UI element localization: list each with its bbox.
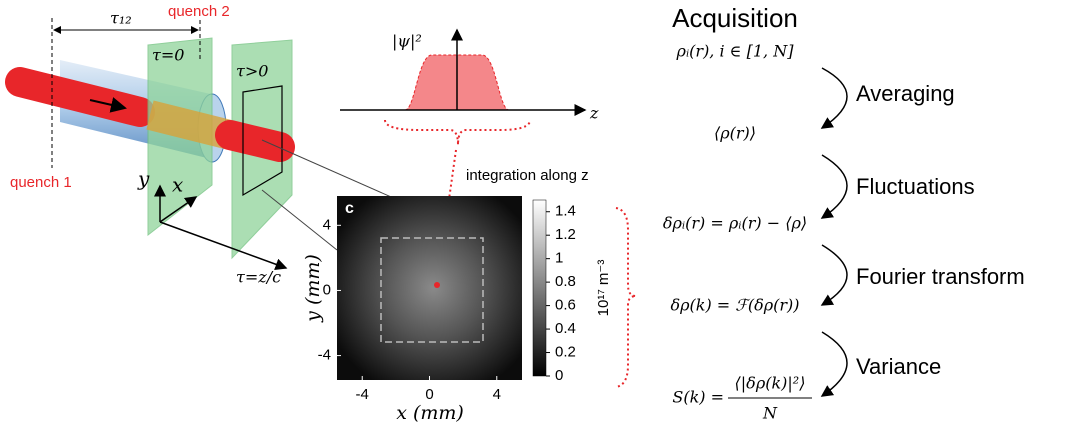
quench-2-label: quench 2: [168, 3, 230, 20]
y-tick-label: -4: [318, 347, 331, 364]
image-panel: [337, 196, 636, 387]
colorbar-tick-label: 1.4: [555, 203, 576, 220]
colorbar-tick-label: 1: [555, 250, 563, 267]
variance-denominator: N: [762, 404, 778, 423]
quench-1-label: quench 1: [10, 174, 72, 191]
plane-1-label: τ=0: [152, 46, 184, 65]
x-tick-label: 0: [425, 386, 433, 403]
colorbar-tick-label: 0.8: [555, 273, 576, 290]
colorbar-tick-label: 0: [555, 367, 563, 384]
axis-y-label: y: [137, 167, 150, 191]
y-axis-label: y (mm): [302, 254, 324, 323]
axis-x-label: x: [172, 173, 183, 197]
stage-label: Variance: [856, 354, 941, 379]
panel-label: c: [345, 200, 354, 217]
variance-numerator: ⟨|δρ(k)|²⟩: [735, 374, 806, 393]
integration-annotation: integration along z: [466, 167, 589, 184]
figure: quench 2 τ₁₂ τ=0 τ>0 quench 1 y x τ=z/c …: [0, 0, 1071, 429]
y-tick-label: 0: [323, 281, 331, 298]
delay-label: τ₁₂: [110, 9, 132, 28]
expression: δρᵢ(r) = ρᵢ(r) − ⟨ρ⟩: [663, 214, 807, 233]
x-axis-label: x (mm): [396, 402, 464, 424]
colorbar-tick-label: 0.4: [555, 320, 576, 337]
pipeline-arrows: [728, 68, 847, 398]
pipeline-title: Acquisition: [672, 3, 798, 33]
colorbar-tick-label: 0.2: [555, 344, 576, 361]
stage-label: Fluctuations: [856, 174, 975, 199]
colorbar-tick-label: 1.2: [555, 226, 576, 243]
expression: δρ(k) = ℱ(δρ(r)): [670, 296, 799, 315]
stage-label: Fourier transform: [856, 264, 1025, 289]
stage-label: Averaging: [856, 81, 955, 106]
x-tick-label: -4: [356, 386, 369, 403]
expression: ρᵢ(r), i ∈ [1, N]: [676, 42, 795, 61]
axis-tau-label: τ=z/c: [236, 268, 281, 287]
plane-2-label: τ>0: [236, 62, 268, 81]
expression: ⟨ρ(r)⟩: [714, 124, 756, 143]
variance-lhs: S(k) =: [672, 388, 724, 407]
colorbar-tick-label: 0.6: [555, 297, 576, 314]
profile-xlabel: z: [589, 104, 599, 123]
y-tick-label: 4: [323, 216, 331, 233]
colorbar-label: 10¹⁷ m⁻³: [595, 260, 612, 317]
page: quench 2 τ₁₂ τ=0 τ>0 quench 1 y x τ=z/c …: [0, 0, 1071, 429]
x-tick-label: 4: [493, 386, 501, 403]
profile-ylabel: |ψ|²: [392, 32, 422, 51]
